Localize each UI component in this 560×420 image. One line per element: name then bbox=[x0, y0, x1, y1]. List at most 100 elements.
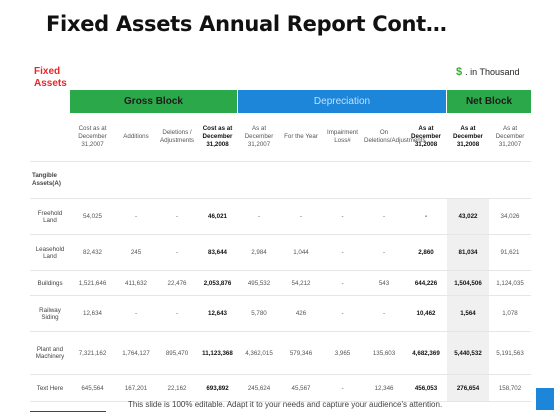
table-cell: 1,124,035 bbox=[489, 270, 531, 296]
table-cell: - bbox=[363, 234, 405, 271]
table-cell: 495,532 bbox=[238, 270, 280, 296]
table-row: Leasehold Land 82,432 245-83,644 2,984 1,044… bbox=[30, 234, 531, 271]
column-header: For the Year bbox=[280, 113, 322, 162]
table-cell: - bbox=[280, 198, 322, 235]
gross-block-header: Gross Block bbox=[70, 90, 237, 113]
column-header: As at December 31,2007 bbox=[238, 113, 280, 162]
row-label: Text Here bbox=[30, 374, 70, 402]
column-header: Additions bbox=[115, 113, 157, 162]
row-label: Railway Siding bbox=[30, 295, 70, 332]
row-label: Freehold Land bbox=[30, 198, 70, 235]
table-row: Railway Siding 12,634- -12,643 5,780 426- -10… bbox=[30, 295, 531, 332]
table-cell: 54,025 bbox=[70, 198, 115, 235]
footer-divider bbox=[30, 411, 106, 412]
table-cell: 1,044 bbox=[280, 234, 322, 271]
table-cell: - bbox=[322, 270, 363, 296]
table-cell: 276,654 bbox=[447, 374, 489, 402]
section-label: Tangible Assets(A) bbox=[30, 161, 70, 199]
table-cell: 22,162 bbox=[157, 374, 197, 402]
table-cell: 456,053 bbox=[405, 374, 447, 402]
table-cell: 4,362,015 bbox=[238, 331, 280, 375]
column-header: As at December 31,2007 bbox=[489, 113, 531, 162]
table-cell: - bbox=[322, 198, 363, 235]
table-row: Text Here 645,564 167,201 22,162 693,892 245,… bbox=[30, 374, 531, 402]
table-cell: - bbox=[322, 374, 363, 402]
column-header: On Deletions/Adjustments bbox=[363, 113, 426, 162]
table-cell: 693,892 bbox=[197, 374, 238, 402]
row-label: Leasehold Land bbox=[30, 234, 70, 271]
table-cell: 22,476 bbox=[157, 270, 197, 296]
table-cell: 91,621 bbox=[489, 234, 531, 271]
depreciation-header: Depreciation bbox=[238, 90, 446, 113]
fixed-assets-table: Cost as at December 31,2007 Additions De… bbox=[30, 113, 531, 402]
column-header bbox=[30, 113, 70, 162]
table-cell: 2,984 bbox=[238, 234, 280, 271]
table-cell: 167,201 bbox=[115, 374, 157, 402]
column-header: Deletions / Adjustments bbox=[157, 113, 197, 162]
table-cell: 644,226 bbox=[405, 270, 447, 296]
table-cell: - bbox=[363, 198, 405, 235]
footer-note: This slide is 100% editable. Adapt it to… bbox=[128, 400, 443, 409]
section-row: Tangible Assets(A) bbox=[30, 161, 531, 199]
row-label: Plant and Machinery bbox=[30, 331, 70, 375]
table-cell: 12,643 bbox=[197, 295, 238, 332]
table-cell: 543 bbox=[363, 270, 405, 296]
column-header: As at December 31,2008 bbox=[447, 113, 489, 162]
table-cell: 10,462 bbox=[405, 295, 447, 332]
table-cell: 5,191,563 bbox=[489, 331, 531, 375]
table-row: Freehold Land 54,025- -46,021- - - - -43,022 34… bbox=[30, 198, 531, 235]
fixed-assets-label-line1: Fixed bbox=[34, 66, 61, 77]
table-cell: - bbox=[115, 198, 157, 235]
table-cell: 5,780 bbox=[238, 295, 280, 332]
table-cell: 645,564 bbox=[70, 374, 115, 402]
table-cell: 245 bbox=[115, 234, 157, 271]
table-cell: 135,603 bbox=[363, 331, 405, 375]
table-cell: - bbox=[363, 295, 405, 332]
table-cell: 12,346 bbox=[363, 374, 405, 402]
table-cell: 2,053,876 bbox=[197, 270, 238, 296]
table-cell: 45,567 bbox=[280, 374, 322, 402]
table-cell: - bbox=[157, 234, 197, 271]
page-title: Fixed Assets Annual Report Cont… bbox=[46, 12, 447, 36]
table-cell: 54,212 bbox=[280, 270, 322, 296]
table-cell: 158,702 bbox=[489, 374, 531, 402]
dollar-icon: $ bbox=[456, 66, 463, 78]
table-cell: - bbox=[322, 295, 363, 332]
table-cell: 245,624 bbox=[238, 374, 280, 402]
table-cell: - bbox=[157, 295, 197, 332]
table-cell: - bbox=[238, 198, 280, 235]
column-header: Cost as at December 31,2008 bbox=[197, 113, 238, 162]
table-cell: 1,521,646 bbox=[70, 270, 115, 296]
table-row: Buildings 1,521,646 411,632 22,476 2,053,876… bbox=[30, 270, 531, 296]
table-cell: - bbox=[322, 234, 363, 271]
column-header: Cost as at December 31,2007 bbox=[70, 113, 115, 162]
column-header: As at December 31,2008 bbox=[405, 113, 447, 162]
column-header-row: Cost as at December 31,2007 Additions De… bbox=[30, 113, 531, 162]
table-cell: 81,034 bbox=[447, 234, 489, 271]
fixed-assets-label-line2: Assets bbox=[34, 78, 67, 89]
table-cell: 1,504,506 bbox=[447, 270, 489, 296]
table-cell: - bbox=[157, 198, 197, 235]
table-cell: 426 bbox=[280, 295, 322, 332]
unit-text: . in Thousand bbox=[465, 67, 520, 77]
table-cell: 11,123,368 bbox=[197, 331, 238, 375]
table-cell: 1,764,127 bbox=[115, 331, 157, 375]
table-cell: 895,470 bbox=[157, 331, 197, 375]
corner-accent bbox=[536, 388, 554, 410]
table-cell: 4,682,369 bbox=[405, 331, 447, 375]
table-cell: 46,021 bbox=[197, 198, 238, 235]
table-cell: 1,078 bbox=[489, 295, 531, 332]
table-cell: - bbox=[405, 198, 447, 235]
table-cell: 579,346 bbox=[280, 331, 322, 375]
table-cell: 5,440,532 bbox=[447, 331, 489, 375]
table-cell: 43,022 bbox=[447, 198, 489, 235]
table-cell: 2,860 bbox=[405, 234, 447, 271]
table-cell: 83,644 bbox=[197, 234, 238, 271]
table-cell: 411,632 bbox=[115, 270, 157, 296]
table-cell: 3,965 bbox=[322, 331, 363, 375]
table-cell: 34,026 bbox=[489, 198, 531, 235]
row-label: Buildings bbox=[30, 270, 70, 296]
net-block-header: Net Block bbox=[447, 90, 531, 113]
table-row: Plant and Machinery 7,321,162 1,764,127 895… bbox=[30, 331, 531, 375]
table-cell: 1,564 bbox=[447, 295, 489, 332]
